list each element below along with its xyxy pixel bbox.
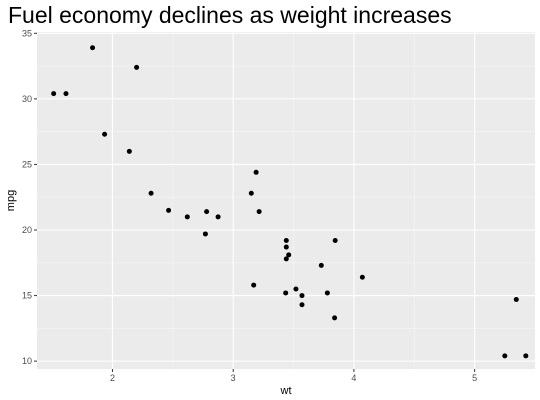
x-tick-label: 3 — [231, 373, 236, 383]
data-point — [523, 353, 529, 359]
data-point — [502, 353, 508, 359]
data-point — [184, 214, 190, 220]
data-point — [248, 190, 254, 196]
x-axis-title: wt — [280, 385, 292, 397]
data-point — [148, 190, 154, 196]
data-point — [90, 45, 96, 51]
data-point — [63, 91, 69, 97]
data-point — [299, 293, 305, 299]
x-tick-label: 2 — [110, 373, 115, 383]
data-point — [513, 297, 519, 303]
data-point — [51, 91, 57, 97]
data-point — [253, 169, 259, 175]
data-point — [202, 231, 208, 237]
data-point — [318, 262, 324, 268]
chart-title: Fuel economy declines as weight increase… — [8, 2, 452, 28]
x-axis-tick-labels: 2 3 4 5 — [110, 373, 477, 383]
minor-gridlines — [37, 32, 535, 369]
data-point — [324, 290, 330, 296]
data-point — [251, 282, 257, 288]
data-point — [293, 286, 299, 292]
data-point — [283, 237, 289, 243]
y-tick-label: 30 — [22, 94, 32, 104]
data-point — [332, 237, 338, 243]
data-point — [102, 131, 108, 137]
data-point — [215, 214, 221, 220]
y-tick-label: 10 — [22, 356, 32, 366]
data-point — [166, 207, 172, 213]
data-point — [286, 252, 292, 258]
x-tick-label: 4 — [351, 373, 356, 383]
plot-panel — [37, 32, 535, 369]
data-point — [283, 290, 289, 296]
data-point — [299, 302, 305, 308]
data-point — [204, 209, 210, 215]
y-axis-tick-labels: 10 15 20 25 30 35 — [22, 28, 32, 366]
y-tick-label: 15 — [22, 291, 32, 301]
y-tick-label: 20 — [22, 225, 32, 235]
data-point — [283, 256, 289, 262]
y-tick-label: 25 — [22, 159, 32, 169]
data-point — [359, 274, 365, 280]
data-point — [134, 64, 140, 70]
data-point — [126, 148, 132, 154]
axis-ticks — [34, 32, 476, 372]
data-point — [283, 244, 289, 250]
major-gridlines — [37, 32, 535, 369]
data-point — [332, 315, 338, 321]
data-points — [51, 45, 529, 359]
x-tick-label: 5 — [472, 373, 477, 383]
y-axis-title: mpg — [5, 190, 17, 211]
data-point — [256, 209, 262, 215]
y-tick-label: 35 — [22, 28, 32, 38]
